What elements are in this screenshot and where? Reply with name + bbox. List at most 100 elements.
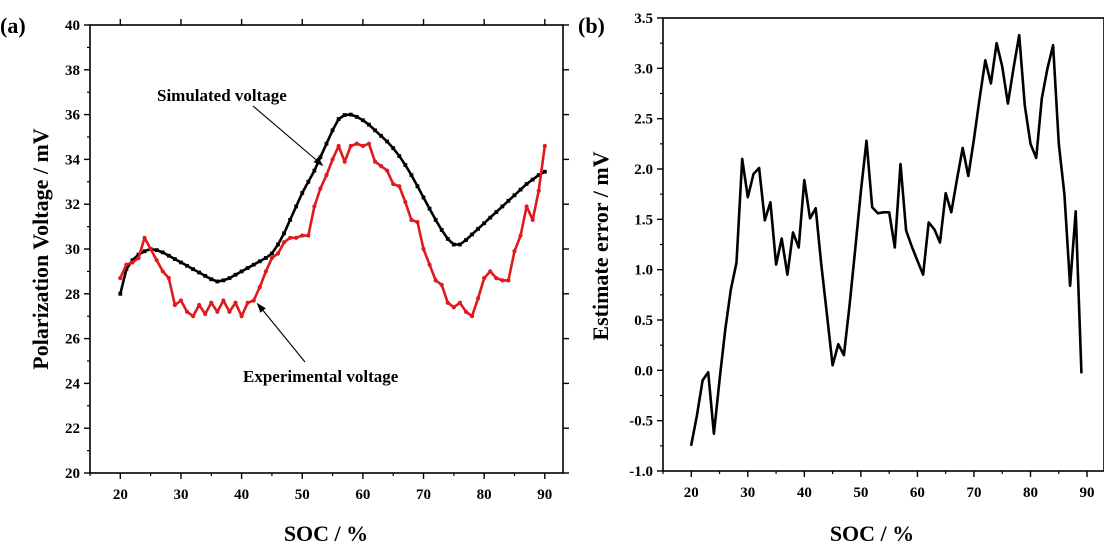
panel-b-y-axis-title: Estimate error / mV bbox=[588, 151, 613, 340]
panel-a-data-point-experimental bbox=[385, 168, 390, 173]
panel-a-data-point-simulated bbox=[312, 168, 317, 173]
panel-a-data-point-simulated bbox=[330, 128, 335, 133]
panel-a-data-point-simulated bbox=[221, 278, 226, 283]
panel-a-data-point-experimental bbox=[403, 199, 408, 205]
panel-a-data-point-simulated bbox=[433, 217, 438, 222]
panel-a-data-point-experimental bbox=[300, 233, 305, 238]
panel-a-data-point-simulated bbox=[360, 118, 365, 123]
panel-a-data-point-simulated bbox=[421, 195, 426, 200]
panel-a-data-point-experimental bbox=[263, 269, 268, 274]
panel-a-data-point-simulated bbox=[263, 256, 268, 260]
panel-a-x-tick-label: 30 bbox=[173, 487, 188, 503]
panel-a-data-point-simulated bbox=[470, 232, 474, 237]
panel-a-data-point-experimental bbox=[288, 235, 293, 240]
panel-a-y-tick-label: 34 bbox=[65, 152, 81, 168]
panel-a-data-point-experimental bbox=[482, 276, 487, 281]
panel-a-data-point-experimental bbox=[342, 159, 347, 164]
panel-a-data-point-experimental bbox=[360, 143, 365, 149]
panel-a-ticks bbox=[84, 19, 569, 479]
panel-a-data-point-experimental bbox=[415, 220, 420, 225]
panel-a-data-point-simulated bbox=[203, 273, 208, 278]
panel-a-data-point-simulated bbox=[524, 182, 529, 186]
panel-a-data-point-experimental bbox=[318, 186, 323, 191]
panel-a-data-point-experimental bbox=[324, 172, 329, 178]
panel-a-data-point-simulated bbox=[354, 114, 359, 119]
panel-a-data-point-simulated bbox=[124, 267, 129, 272]
panel-a-data-point-experimental bbox=[154, 258, 159, 263]
panel-a-data-point-experimental bbox=[433, 278, 438, 283]
panel-a-data-point-simulated bbox=[397, 154, 402, 158]
panel-a-data-point-simulated bbox=[142, 249, 147, 254]
panel-a-data-point-simulated bbox=[373, 128, 377, 133]
panel-a-data-point-simulated bbox=[518, 187, 523, 192]
panel-a-y-tick-label: 26 bbox=[65, 332, 81, 348]
panel-a-data-point-experimental bbox=[245, 300, 250, 305]
panel-b-series-group bbox=[689, 33, 1083, 447]
panel-a-data-point-simulated bbox=[415, 184, 420, 189]
panel-a-data-point-experimental bbox=[239, 314, 244, 319]
panel-a-x-tick-label: 50 bbox=[295, 487, 310, 503]
panel-b-chart: (b) 20 30 40 50 60 70 80 90 -1.0 -0.5 0.0 0.5 1.0 1.5… bbox=[578, 11, 1104, 546]
panel-a-series-line-simulated bbox=[119, 113, 547, 296]
panel-a-data-point-simulated bbox=[306, 179, 311, 184]
panel-a-data-point-experimental bbox=[233, 300, 238, 305]
panel-b-x-tick-label: 60 bbox=[910, 485, 925, 501]
panel-b-y-tick-label: 3.0 bbox=[634, 61, 653, 77]
panel-a-y-axis-title: Polarization Voltage / mV bbox=[28, 128, 53, 369]
panel-a-data-point-experimental bbox=[542, 143, 547, 149]
panel-a-data-point-simulated bbox=[245, 266, 250, 270]
panel-a-data-point-simulated bbox=[197, 270, 202, 275]
panel-a-data-point-experimental bbox=[294, 235, 299, 240]
panel-a-data-point-simulated bbox=[209, 277, 214, 282]
panel-b-y-tick-label: 0.5 bbox=[634, 313, 653, 329]
panel-a-data-point-simulated bbox=[233, 272, 238, 277]
panel-a-data-point-experimental bbox=[439, 282, 444, 287]
panel-a-data-point-experimental bbox=[488, 269, 493, 274]
panel-a-data-point-experimental bbox=[269, 255, 275, 261]
panel-b-ticks bbox=[657, 17, 1088, 477]
panel-a-data-point-simulated bbox=[367, 122, 371, 127]
panel-a-data-point-experimental bbox=[336, 143, 341, 149]
panel-a-data-point-experimental bbox=[476, 296, 481, 301]
panel-b-x-tick-label: 30 bbox=[740, 485, 755, 501]
panel-a-data-point-simulated bbox=[342, 113, 347, 117]
panel-a-data-point-experimental bbox=[451, 305, 456, 310]
panel-a-data-point-simulated bbox=[191, 267, 195, 272]
panel-a-label: (a) bbox=[0, 13, 26, 38]
panel-a-data-point-experimental bbox=[166, 276, 171, 281]
panel-b-x-tick-label: 80 bbox=[1023, 485, 1038, 501]
panel-b-x-tick-label: 20 bbox=[684, 485, 699, 501]
panel-a-data-point-experimental bbox=[445, 300, 450, 305]
panel-a-data-point-simulated bbox=[154, 248, 159, 253]
panel-a-data-point-experimental bbox=[354, 141, 359, 146]
panel-a-data-point-experimental bbox=[160, 269, 165, 274]
panel-b-y-tick-label: 3.5 bbox=[634, 11, 653, 27]
panel-a-data-point-simulated bbox=[458, 242, 462, 247]
panel-a-chart: (a) 20 30 40 50 60 70 80 90 20 22 24 26 28 30 32 34 36 38… bbox=[0, 13, 569, 546]
panel-a-data-point-experimental bbox=[378, 164, 384, 169]
panel-b-plot-frame bbox=[662, 17, 1104, 472]
panel-a-data-point-experimental bbox=[457, 300, 463, 305]
panel-a-data-point-simulated bbox=[318, 155, 323, 160]
panel-a-data-point-experimental bbox=[178, 298, 184, 303]
panel-a-data-point-simulated bbox=[530, 177, 535, 182]
panel-a-data-point-simulated bbox=[451, 242, 456, 247]
panel-a-data-point-simulated bbox=[336, 117, 341, 121]
panel-a-data-point-simulated bbox=[276, 242, 280, 247]
panel-a-data-point-experimental bbox=[409, 217, 414, 222]
panel-a-data-point-simulated bbox=[185, 263, 189, 268]
panel-b-tick-labels: 20 30 40 50 60 70 80 90 -1.0 -0.5 0.0 0.5 1.0 1.5 2.0 2… bbox=[629, 11, 1094, 501]
panel-a-data-point-simulated bbox=[536, 173, 541, 177]
panel-a-data-point-simulated bbox=[239, 269, 244, 274]
panel-a-data-point-experimental bbox=[221, 298, 226, 303]
panel-a-data-point-simulated bbox=[379, 133, 383, 138]
panel-a-data-point-simulated bbox=[118, 291, 123, 296]
panel-a-series-group bbox=[118, 112, 547, 319]
panel-a-data-point-experimental bbox=[366, 141, 372, 146]
panel-a-data-point-experimental bbox=[391, 181, 396, 187]
panel-a-data-point-simulated bbox=[288, 217, 293, 222]
panel-a-data-point-experimental bbox=[536, 188, 541, 193]
panel-a-tick-labels: 20 30 40 50 60 70 80 90 20 22 24 26 28 30 32 34 36 38 40 bbox=[65, 18, 552, 503]
panel-a-data-point-simulated bbox=[166, 253, 171, 258]
panel-b-y-tick-label: -1.0 bbox=[629, 464, 653, 480]
